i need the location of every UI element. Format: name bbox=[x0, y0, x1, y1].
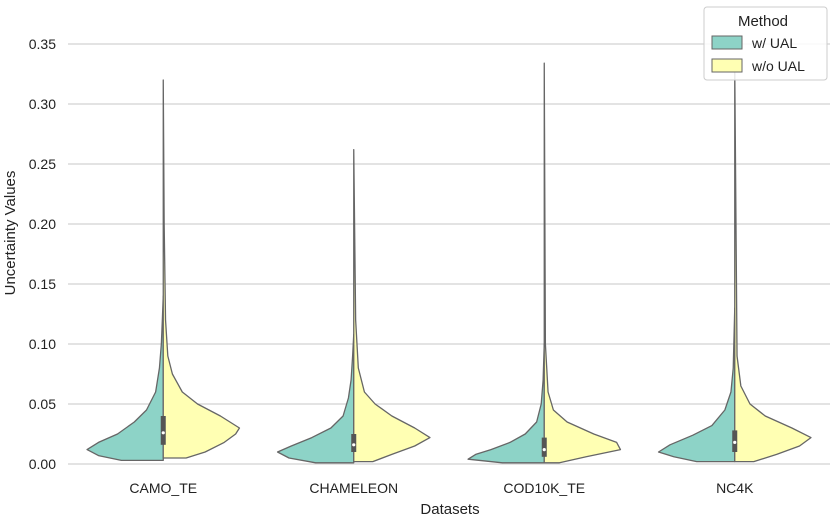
x-tick-label: COD10K_TE bbox=[503, 480, 585, 496]
x-tick-label: CAMO_TE bbox=[129, 480, 197, 496]
legend-entry: w/ UAL bbox=[751, 35, 797, 51]
inner-box bbox=[351, 434, 357, 452]
y-axis-label: Uncertainty Values bbox=[2, 171, 19, 296]
y-tick-label: 0.20 bbox=[29, 216, 56, 232]
violin-half bbox=[543, 62, 622, 464]
legend-swatch bbox=[711, 35, 743, 50]
y-tick-label: 0.15 bbox=[29, 276, 56, 292]
y-tick-label: 0.30 bbox=[29, 96, 56, 112]
median-marker bbox=[733, 440, 737, 444]
violins bbox=[86, 62, 812, 464]
y-tick-label: 0.35 bbox=[29, 36, 56, 52]
x-axis-ticks: CAMO_TE CHAMELEON COD10K_TE NC4K bbox=[129, 480, 754, 496]
y-tick-label: 0.25 bbox=[29, 156, 56, 172]
x-axis-label: Datasets bbox=[420, 501, 479, 518]
median-marker bbox=[161, 431, 165, 435]
y-tick-label: 0.10 bbox=[29, 336, 56, 352]
legend: Method w/ UAL w/o UAL bbox=[703, 6, 828, 81]
y-axis-ticks: 0.00 0.05 0.10 0.15 0.20 0.25 0.30 0.35 bbox=[29, 36, 56, 472]
violin-half bbox=[657, 307, 736, 463]
violin-half bbox=[162, 79, 241, 459]
x-tick-label: CHAMELEON bbox=[309, 480, 398, 496]
violin-half bbox=[467, 343, 545, 464]
y-tick-label: 0.00 bbox=[29, 456, 56, 472]
inner-box bbox=[541, 437, 547, 457]
legend-entry: w/o UAL bbox=[751, 58, 805, 74]
x-tick-label: NC4K bbox=[716, 480, 754, 496]
violin-half bbox=[86, 295, 164, 462]
violin-half bbox=[734, 67, 812, 463]
violin-half bbox=[353, 148, 431, 463]
inner-box bbox=[160, 416, 166, 445]
median-marker bbox=[542, 448, 546, 452]
legend-title: Method bbox=[738, 13, 788, 30]
violin-half bbox=[276, 333, 355, 464]
legend-swatch bbox=[711, 58, 743, 73]
median-marker bbox=[352, 443, 356, 447]
y-tick-label: 0.05 bbox=[29, 396, 56, 412]
